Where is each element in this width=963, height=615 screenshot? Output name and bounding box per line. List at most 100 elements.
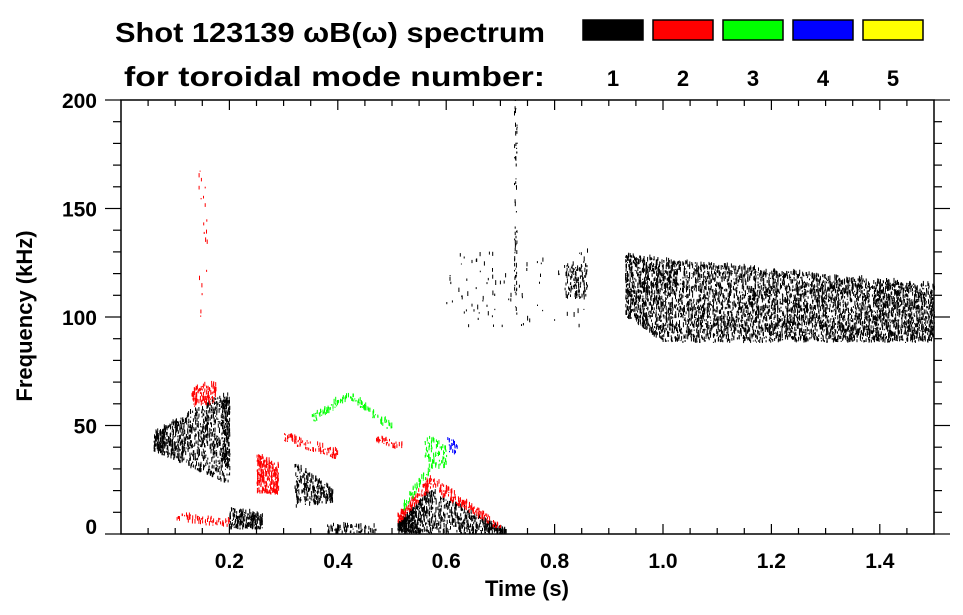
spectrum-point-mode-3 — [340, 399, 342, 403]
spectrum-point-mode-1 — [250, 514, 252, 516]
spectrum-point-mode-1 — [178, 436, 180, 442]
spectrum-point-mode-1 — [187, 432, 189, 435]
spectrum-point-mode-1 — [189, 424, 191, 429]
spectrum-point-mode-1 — [794, 294, 796, 300]
spectrum-point-mode-1 — [753, 288, 754, 293]
spectrum-point-mode-1 — [187, 414, 189, 418]
spectrum-point-mode-1 — [648, 263, 650, 269]
spectrum-point-mode-1 — [440, 497, 442, 500]
spectrum-point-mode-2 — [259, 479, 260, 483]
spectrum-point-mode-2 — [381, 441, 383, 443]
spectrum-point-mode-1 — [254, 515, 256, 520]
spectrum-point-mode-1 — [227, 442, 229, 447]
spectrum-point-mode-2 — [303, 443, 305, 446]
spectrum-point-mode-1 — [656, 324, 658, 329]
spectrum-point-mode-1 — [714, 322, 716, 327]
spectrum-point-mode-1 — [510, 298, 512, 302]
spectrum-point-mode-1 — [653, 330, 655, 336]
spectrum-point-mode-2 — [257, 469, 259, 475]
spectrum-point-mode-1 — [757, 277, 759, 280]
spectrum-point-mode-1 — [303, 482, 305, 487]
spectrum-point-mode-2 — [487, 514, 489, 518]
spectrum-point-mode-1 — [427, 500, 429, 503]
spectrum-point-mode-1 — [699, 328, 701, 333]
spectrum-point-mode-1 — [633, 281, 635, 284]
spectrum-point-mode-1 — [571, 285, 573, 289]
spectrum-point-mode-1 — [653, 332, 654, 335]
spectrum-point-mode-1 — [160, 438, 162, 442]
spectrum-point-mode-1 — [639, 273, 641, 277]
spectrum-point-mode-1 — [214, 407, 216, 411]
spectrum-point-mode-1 — [214, 433, 216, 437]
spectrum-point-mode-2 — [274, 490, 276, 495]
spectrum-point-mode-1 — [221, 472, 223, 476]
spectrum-point-mode-1 — [932, 332, 934, 337]
spectrum-point-mode-1 — [483, 526, 485, 529]
spectrum-point-mode-1 — [181, 424, 183, 429]
spectrum-point-mode-1 — [656, 303, 658, 306]
spectrum-point-mode-2 — [210, 517, 212, 523]
spectrum-point-mode-1 — [313, 485, 315, 490]
spectrum-point-mode-1 — [879, 291, 881, 294]
spectrum-point-mode-3 — [374, 414, 376, 416]
spectrum-point-mode-1 — [515, 276, 517, 279]
spectrum-point-mode-1 — [255, 527, 257, 530]
spectrum-point-mode-1 — [214, 443, 216, 449]
spectrum-point-mode-1 — [463, 256, 465, 259]
spectrum-point-mode-1 — [236, 511, 238, 514]
spectrum-point-mode-1 — [190, 425, 192, 429]
spectrum-point-mode-1 — [299, 471, 301, 474]
spectrum-point-mode-1 — [332, 489, 334, 494]
spectrum-point-mode-1 — [223, 441, 225, 445]
spectrum-point-mode-1 — [218, 404, 220, 407]
spectrum-point-mode-1 — [207, 441, 209, 445]
spectrum-point-mode-1 — [456, 529, 458, 533]
spectrum-point-mode-1 — [329, 491, 331, 494]
spectrum-point-mode-1 — [209, 427, 211, 433]
spectrum-point-mode-1 — [344, 528, 346, 532]
spectrum-point-mode-1 — [567, 294, 568, 299]
spectrum-point-mode-1 — [203, 466, 204, 471]
spectrum-point-mode-1 — [243, 522, 244, 528]
spectrum-point-mode-3 — [428, 456, 430, 459]
spectrum-point-mode-1 — [427, 509, 429, 515]
spectrum-point-mode-1 — [638, 266, 640, 269]
legend-label-mode-2: 2 — [677, 66, 689, 91]
spectrum-point-mode-3 — [445, 445, 446, 451]
spectrum-point-mode-1 — [488, 251, 490, 255]
spectrum-point-mode-1 — [443, 527, 445, 531]
spectrum-point-mode-1 — [222, 443, 224, 449]
spectrum-point-mode-1 — [155, 435, 157, 440]
spectrum-point-mode-2 — [448, 491, 450, 494]
spectrum-point-mode-1 — [183, 450, 185, 453]
spectrum-point-mode-1 — [468, 512, 470, 515]
spectrum-point-mode-1 — [191, 429, 193, 433]
spectrum-point-mode-1 — [420, 520, 422, 523]
spectrum-point-mode-1 — [161, 450, 163, 456]
spectrum-point-mode-1 — [345, 522, 346, 528]
spectrum-point-mode-1 — [177, 453, 179, 459]
spectrum-point-mode-1 — [431, 520, 432, 523]
spectrum-point-mode-1 — [570, 282, 572, 285]
spectrum-point-mode-1 — [653, 263, 655, 265]
spectrum-point-mode-2 — [213, 381, 215, 386]
spectrum-point-mode-1 — [661, 273, 663, 276]
legend-label-mode-4: 4 — [817, 66, 830, 91]
spectrum-point-mode-2 — [411, 504, 413, 508]
spectrum-point-mode-3 — [421, 474, 423, 479]
spectrum-point-mode-1 — [200, 435, 202, 438]
spectrum-point-mode-1 — [415, 516, 417, 518]
spectrum-point-mode-2 — [260, 474, 262, 479]
spectrum-point-mode-4 — [448, 438, 450, 442]
spectrum-point-mode-1 — [212, 444, 214, 446]
spectrum-point-mode-1 — [307, 485, 309, 489]
spectrum-point-mode-1 — [210, 446, 212, 450]
spectrum-point-mode-3 — [415, 487, 417, 491]
spectrum-point-mode-1 — [301, 489, 303, 494]
spectrum-point-mode-2 — [417, 500, 419, 503]
spectrum-point-mode-1 — [751, 298, 753, 301]
spectrum-point-mode-2 — [272, 480, 274, 485]
spectrum-point-mode-1 — [648, 266, 649, 269]
spectrum-point-mode-1 — [257, 525, 259, 529]
